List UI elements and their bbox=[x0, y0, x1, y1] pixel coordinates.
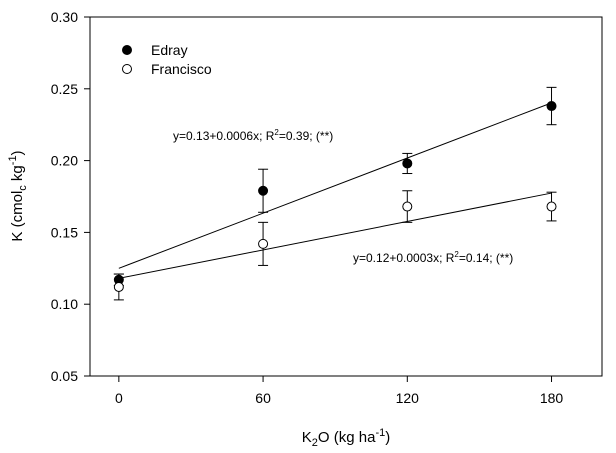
data-point-edray bbox=[402, 158, 413, 169]
y-label-mid: kg bbox=[9, 165, 26, 185]
legend-label-edray: Edray bbox=[151, 42, 188, 58]
fit-lines bbox=[118, 102, 552, 279]
equation-francisco-pre: y=0.12+0.0003x; R bbox=[353, 251, 455, 265]
y-axis: 0.05 0.10 0.15 0.20 0.25 0.30 bbox=[51, 9, 90, 384]
y-label-sup: -1 bbox=[7, 155, 19, 165]
y-label-sub: c bbox=[17, 185, 29, 191]
x-tick-label: 0 bbox=[115, 390, 123, 406]
data-point-francisco bbox=[546, 201, 557, 212]
y-tick-label: 0.10 bbox=[51, 296, 78, 312]
x-label-sup: -1 bbox=[375, 427, 385, 439]
data-point-francisco bbox=[113, 281, 124, 292]
equation-edray-pre: y=0.13+0.0006x; R bbox=[173, 129, 275, 143]
y-tick-label: 0.05 bbox=[51, 368, 78, 384]
data-points bbox=[113, 101, 557, 292]
legend: Edray Francisco bbox=[122, 42, 212, 77]
y-tick-label: 0.20 bbox=[51, 153, 78, 169]
equation-francisco-post: =0.14; (**) bbox=[459, 251, 513, 265]
equation-edray-sup: 2 bbox=[274, 128, 279, 137]
fit-line-francisco bbox=[118, 192, 552, 279]
x-axis: 0 60 120 180 bbox=[115, 376, 563, 406]
fit-line-edray bbox=[118, 102, 552, 269]
x-label-end: ) bbox=[385, 429, 390, 446]
equation-francisco-sup: 2 bbox=[454, 250, 459, 259]
legend-label-francisco: Francisco bbox=[151, 61, 212, 77]
x-label-mid: O (kg ha bbox=[318, 429, 376, 446]
x-label-base: K bbox=[302, 429, 312, 446]
equation-edray-post: =0.39; (**) bbox=[279, 129, 333, 143]
y-axis-label: K (cmolc kg-1) bbox=[7, 150, 29, 241]
data-point-francisco bbox=[258, 238, 269, 249]
y-tick-label: 0.15 bbox=[51, 224, 78, 240]
y-tick-label: 0.25 bbox=[51, 81, 78, 97]
legend-marker-edray bbox=[122, 45, 132, 55]
error-bars bbox=[113, 86, 557, 301]
y-tick-label: 0.30 bbox=[51, 9, 78, 25]
y-label-end: ) bbox=[9, 150, 26, 155]
x-label-sub: 2 bbox=[312, 437, 318, 449]
x-axis-label: K2O (kg ha-1) bbox=[302, 427, 390, 449]
x-tick-label: 180 bbox=[540, 390, 564, 406]
data-point-edray bbox=[258, 185, 269, 196]
data-point-francisco bbox=[402, 201, 413, 212]
equation-francisco: y=0.12+0.0003x; R2=0.14; (**) bbox=[353, 250, 513, 265]
x-tick-label: 60 bbox=[255, 390, 271, 406]
equation-edray: y=0.13+0.0006x; R2=0.39; (**) bbox=[173, 128, 333, 143]
legend-marker-francisco bbox=[122, 64, 132, 74]
x-tick-label: 120 bbox=[396, 390, 420, 406]
plot-frame bbox=[89, 16, 603, 377]
data-point-edray bbox=[546, 101, 557, 112]
y-label-base: K (cmol bbox=[9, 191, 26, 242]
